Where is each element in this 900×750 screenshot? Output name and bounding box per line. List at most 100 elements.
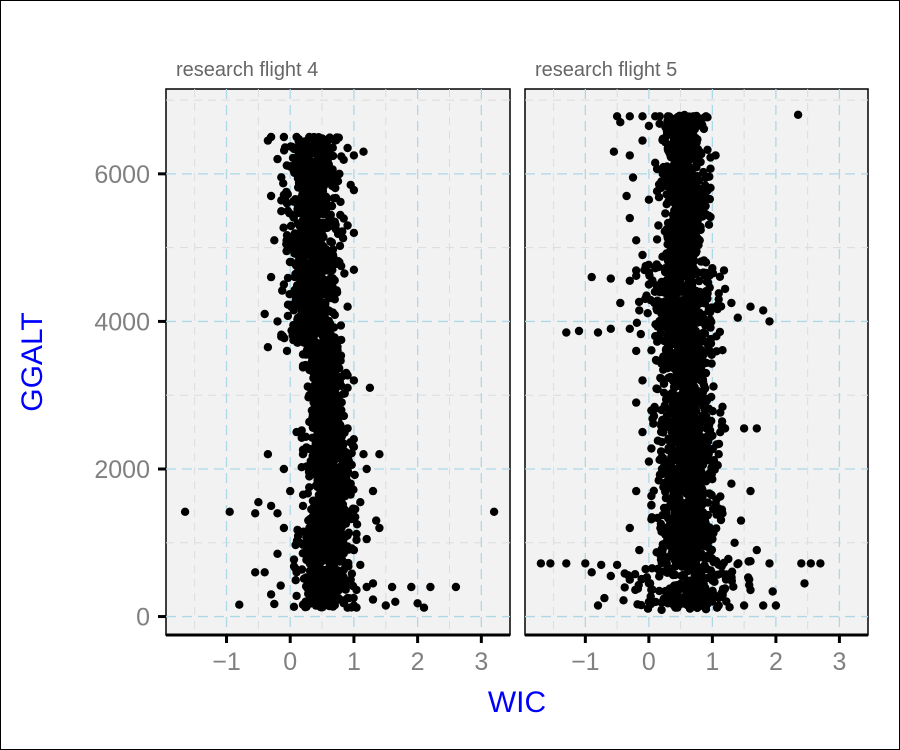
data-point [349,601,359,610]
data-point [263,136,273,145]
data-point [251,568,260,577]
data-point [352,535,361,545]
data-point [293,261,303,271]
x-tick-label: 2 [411,648,425,676]
data-point [308,553,317,562]
data-point [337,494,346,503]
data-point [673,264,682,273]
data-point [682,215,692,225]
data-point [717,505,727,514]
data-point [315,562,324,571]
data-point [305,166,314,175]
data-point [612,560,622,570]
data-point [324,420,333,429]
data-point [662,200,671,209]
data-point [675,361,684,370]
data-point [682,413,692,422]
data-point [676,401,685,410]
data-point [688,323,698,332]
data-point [581,559,590,568]
data-point [180,507,190,516]
data-point [682,129,692,138]
data-point [644,457,654,466]
data-point [663,599,673,608]
data-point [661,209,670,218]
data-point [303,489,312,498]
data-point [313,472,323,481]
data-point [298,229,308,238]
data-point [705,194,714,204]
data-point [606,324,615,333]
data-point [279,146,289,155]
data-point [667,468,676,477]
data-point [692,269,701,278]
data-point [664,323,673,332]
data-point [593,601,603,610]
data-point [451,582,461,592]
data-point [663,343,673,352]
data-point [684,439,693,448]
data-point [664,394,673,404]
data-point [574,326,584,336]
data-point [697,190,706,199]
data-point [321,398,330,407]
data-point [339,155,348,164]
data-point [670,549,679,558]
data-point [286,142,295,151]
data-point [673,425,682,434]
data-point [692,301,701,310]
data-point [657,421,666,431]
data-point [725,603,734,612]
data-point [714,295,723,304]
x-tick-label: −1 [212,648,241,676]
data-point [413,599,422,608]
data-point [661,478,671,487]
data-point [266,590,276,599]
data-point [714,601,723,610]
data-point [349,185,359,195]
data-point [685,576,694,585]
data-point [407,582,416,592]
data-point [664,226,673,235]
data-point [713,461,722,470]
data-point [739,424,749,433]
data-point [689,176,698,185]
data-point [719,266,729,275]
data-point [343,593,352,603]
data-point [671,295,680,305]
data-point [692,391,701,400]
data-point [693,372,702,381]
data-point [706,212,715,222]
data-point [655,586,664,596]
data-point [699,380,709,390]
data-point [319,413,328,423]
data-point [638,112,647,121]
data-point [286,486,295,496]
data-point [349,593,358,603]
data-point [682,172,691,181]
x-tick-label: 1 [705,648,719,676]
data-point [727,298,736,308]
data-point [644,579,654,588]
data-point [714,289,723,298]
data-point [704,404,714,413]
data-point [328,151,338,161]
data-point [293,525,302,535]
data-point [330,310,339,320]
data-point [536,559,546,568]
data-point [286,221,296,231]
data-point [283,206,292,216]
data-point [663,494,673,503]
data-point [298,276,307,285]
data-point [690,458,699,467]
data-point [647,585,656,594]
data-point [716,408,725,417]
data-point [659,428,668,437]
y-axis: 0 2000 4000 6000 [94,161,166,632]
data-point [643,309,652,318]
data-point [669,570,678,579]
data-point [317,515,327,525]
data-point [679,525,688,534]
data-point [343,302,352,311]
data-point [676,166,685,175]
